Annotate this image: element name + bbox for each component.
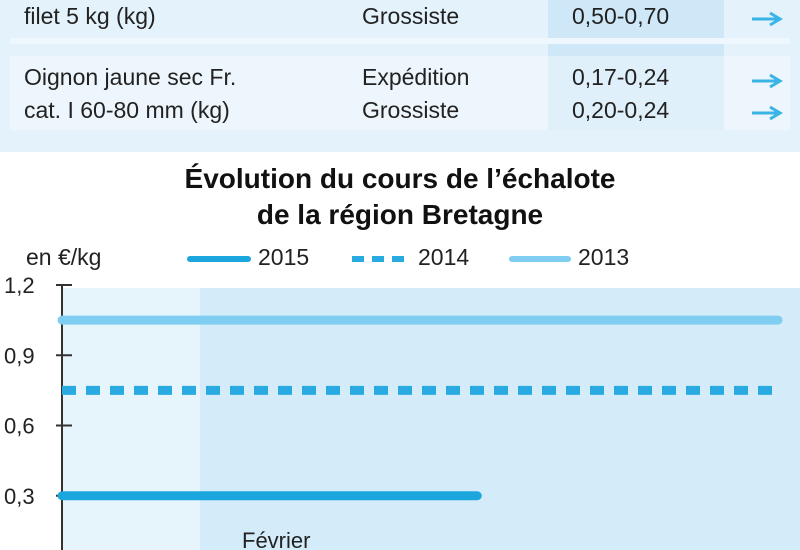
price-table: filet 5 kg (kg) Grossiste 0,50-0,70 Oign… xyxy=(0,0,800,152)
legend-label-2015: 2015 xyxy=(258,244,310,270)
x-tick-label: Février xyxy=(242,528,310,550)
product-name: Oignon jaune sec Fr. xyxy=(24,64,237,90)
row-separator xyxy=(10,38,790,44)
market-type: Grossiste xyxy=(362,97,460,123)
price-range: 0,17-0,24 xyxy=(572,64,670,90)
right-arrow-icon xyxy=(752,105,783,121)
product-name: filet 5 kg (kg) xyxy=(24,3,156,29)
right-arrow-icon xyxy=(752,73,783,89)
price-range: 0,20-0,24 xyxy=(572,97,670,123)
table-row xyxy=(10,56,790,130)
y-tick-label: 0,3 xyxy=(4,484,35,509)
right-arrow-icon xyxy=(752,11,783,27)
y-tick-label: 0,9 xyxy=(4,343,35,368)
product-name: cat. I 60-80 mm (kg) xyxy=(24,97,230,123)
y-tick-label: 1,2 xyxy=(4,273,35,298)
price-column-highlight xyxy=(548,0,724,130)
y-tick-label: 0,6 xyxy=(4,414,35,439)
market-type: Expédition xyxy=(362,64,470,90)
chart-title-line-2: de la région Bretagne xyxy=(256,199,544,230)
legend-label-2014: 2014 xyxy=(418,244,470,270)
chart-title-line-1: Évolution du cours de l’échalote xyxy=(184,163,616,194)
legend-label-2013: 2013 xyxy=(578,244,630,270)
y-axis-unit: en €/kg xyxy=(26,244,102,270)
market-type: Grossiste xyxy=(362,3,460,29)
price-range: 0,50-0,70 xyxy=(572,3,670,29)
plot-background-month xyxy=(200,288,800,550)
